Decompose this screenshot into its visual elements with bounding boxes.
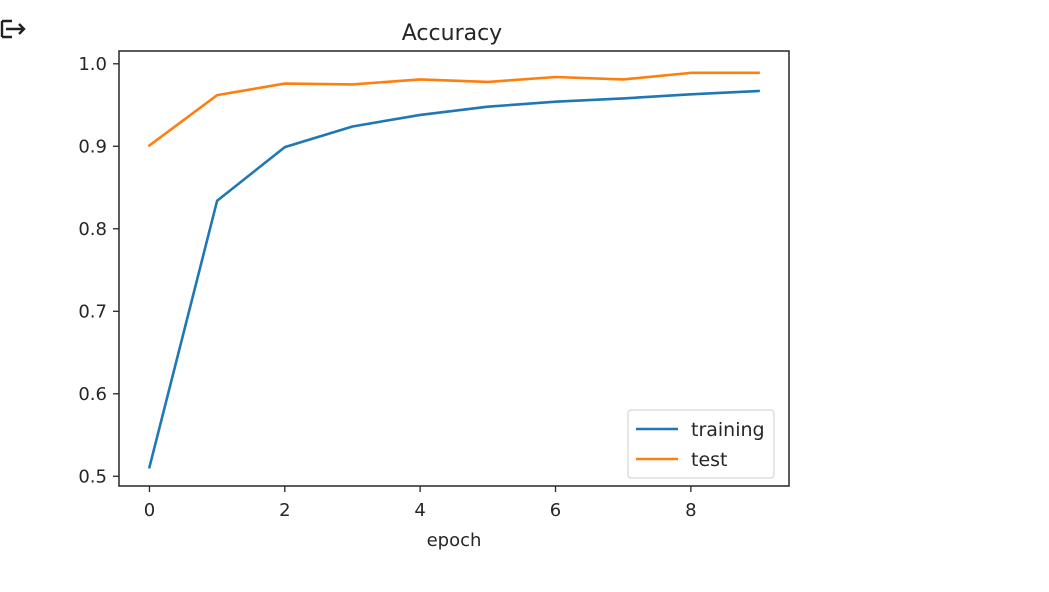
chart-title: Accuracy xyxy=(402,21,502,46)
x-tick-label: 6 xyxy=(550,500,561,521)
y-tick-label: 1.0 xyxy=(78,54,107,75)
series-line-test xyxy=(147,71,760,148)
series-layer xyxy=(147,71,760,469)
legend-label-test: test xyxy=(691,449,728,471)
x-tick-label: 2 xyxy=(279,500,290,521)
x-tick-label: 4 xyxy=(414,500,425,521)
y-tick-label: 0.6 xyxy=(78,384,107,405)
output-arrow-icon xyxy=(0,19,26,39)
legend-label-training: training xyxy=(691,419,765,441)
y-tick-label: 0.7 xyxy=(78,301,107,322)
y-tick-label: 0.8 xyxy=(78,219,107,240)
y-tick-label: 0.5 xyxy=(78,466,107,487)
y-tick-label: 0.9 xyxy=(78,136,107,157)
x-tick-label: 8 xyxy=(685,500,696,521)
legend-entries: training test xyxy=(636,419,765,471)
x-axis-label: epoch xyxy=(427,530,482,551)
legend: training test xyxy=(627,409,775,479)
series-line-training xyxy=(147,89,760,469)
x-axis: 0 2 4 6 8 xyxy=(144,486,697,521)
y-axis: 0.5 0.6 0.7 0.8 0.9 1.0 xyxy=(78,54,119,487)
plot-frame xyxy=(118,50,790,487)
legend-box xyxy=(627,409,775,479)
x-tick-label: 0 xyxy=(144,500,155,521)
